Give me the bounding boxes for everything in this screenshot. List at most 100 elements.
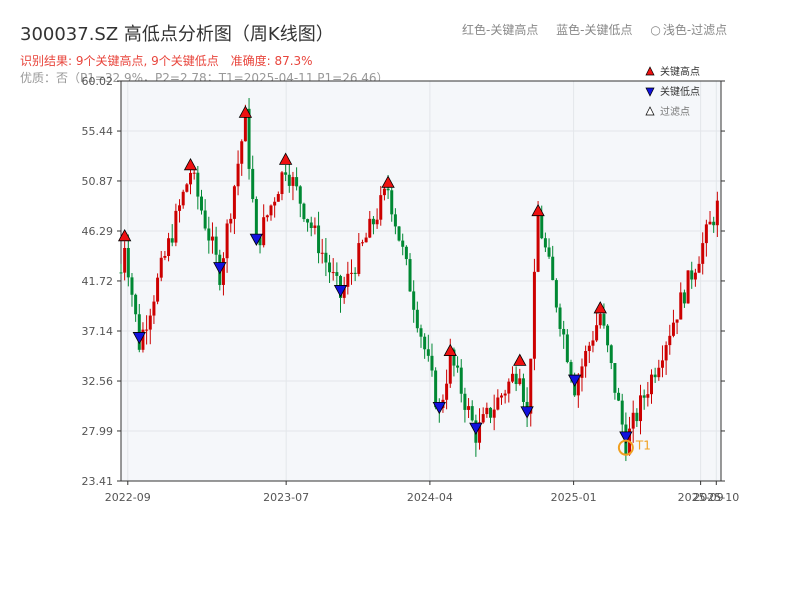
candle-body [203, 210, 207, 229]
candle-body [485, 407, 489, 415]
candle-body [254, 199, 258, 238]
candle-body [379, 195, 383, 220]
candle-body [185, 184, 189, 192]
candle-body [419, 328, 423, 337]
candle-body [580, 366, 584, 378]
candle-body [565, 334, 569, 363]
candle-body [390, 190, 394, 215]
candle-body [602, 314, 606, 326]
candle-body [587, 345, 591, 352]
legend-low-label: 关键低点 [660, 85, 700, 98]
candle-body [170, 238, 174, 243]
candle-body [324, 252, 328, 263]
candle-body [606, 325, 610, 346]
candle-body [313, 225, 317, 228]
legend-red-text: 红色-关键高点 [462, 23, 539, 37]
key-low-marker [432, 401, 446, 415]
candle-body [123, 247, 127, 273]
candle-body [240, 141, 244, 164]
candle-body [478, 422, 482, 443]
candle-body [521, 378, 525, 402]
candle-body [181, 191, 185, 206]
key-high-marker [183, 157, 198, 171]
candle-body [317, 225, 321, 254]
key-low-marker [132, 332, 146, 345]
candle-body [364, 237, 368, 243]
candle-body [613, 363, 617, 393]
candle-body [708, 221, 712, 225]
candle-body [609, 345, 613, 364]
candle-body [232, 186, 236, 219]
candle-body [298, 186, 302, 204]
candle-body [265, 215, 269, 218]
candle-body [276, 194, 280, 202]
candle-body [236, 163, 240, 187]
candle-body [459, 367, 463, 394]
candle-body [569, 362, 573, 378]
key-high-marker [381, 175, 395, 188]
candle-body [357, 243, 361, 274]
candle-body [529, 358, 533, 414]
candle-body [393, 214, 397, 227]
candle-body [262, 217, 266, 246]
candle-body [668, 335, 672, 346]
x-tick-label: 2024-04 [407, 491, 453, 504]
candle-body [159, 257, 163, 278]
candle-body [499, 395, 503, 398]
candle-body [167, 238, 171, 256]
candle-body [247, 108, 251, 169]
candle-body [192, 172, 196, 174]
key-high-marker [238, 105, 253, 118]
candle-body [346, 273, 350, 287]
candle-body [595, 325, 599, 341]
candle-body [273, 201, 277, 206]
candle-body [558, 307, 562, 329]
candle-body [284, 172, 288, 175]
x-tick-label: 2025-01 [551, 491, 597, 504]
y-tick-label: 46.29 [82, 225, 114, 238]
y-tick-label: 37.14 [82, 325, 114, 338]
key-low-marker [213, 262, 227, 275]
candle-body [430, 355, 434, 371]
hollow-circle-icon: ○ [650, 23, 661, 37]
legend-filtered-icon [645, 106, 655, 116]
candle-body [598, 314, 602, 326]
candle-body [554, 280, 558, 308]
candle-body [452, 349, 456, 366]
y-tick-label: 60.02 [82, 75, 114, 88]
candle-body [221, 258, 225, 285]
candle-body [423, 336, 427, 350]
candle-body [229, 218, 233, 224]
candle-body [306, 219, 310, 223]
candle-body [280, 172, 284, 195]
candle-body [617, 392, 621, 401]
candle-body [701, 243, 705, 264]
candle-body [642, 395, 646, 398]
key-low-marker [619, 431, 633, 444]
candle-body [214, 236, 218, 255]
candle-body [543, 238, 547, 248]
candle-body [551, 256, 555, 281]
candle-body [576, 377, 580, 396]
candle-body [375, 219, 379, 225]
candle-body [456, 365, 460, 368]
candle-body [243, 108, 247, 142]
candle-body [371, 218, 375, 225]
candle-body [653, 374, 657, 378]
candle-body [547, 247, 551, 257]
candle-body [199, 196, 203, 211]
candle-body [503, 393, 507, 396]
candle-body [675, 319, 679, 323]
accuracy-text: 准确度: 87.3% [230, 54, 313, 68]
candle-body [404, 246, 408, 260]
candle-body [712, 221, 716, 226]
key-high-marker [513, 353, 527, 366]
candle-body [207, 228, 211, 241]
candle-body [671, 322, 675, 336]
candle-body [467, 406, 471, 410]
x-tick-label: 2025-10 [693, 491, 739, 504]
candle-body [360, 242, 364, 244]
candle-body [225, 223, 229, 259]
candle-body [620, 400, 624, 425]
